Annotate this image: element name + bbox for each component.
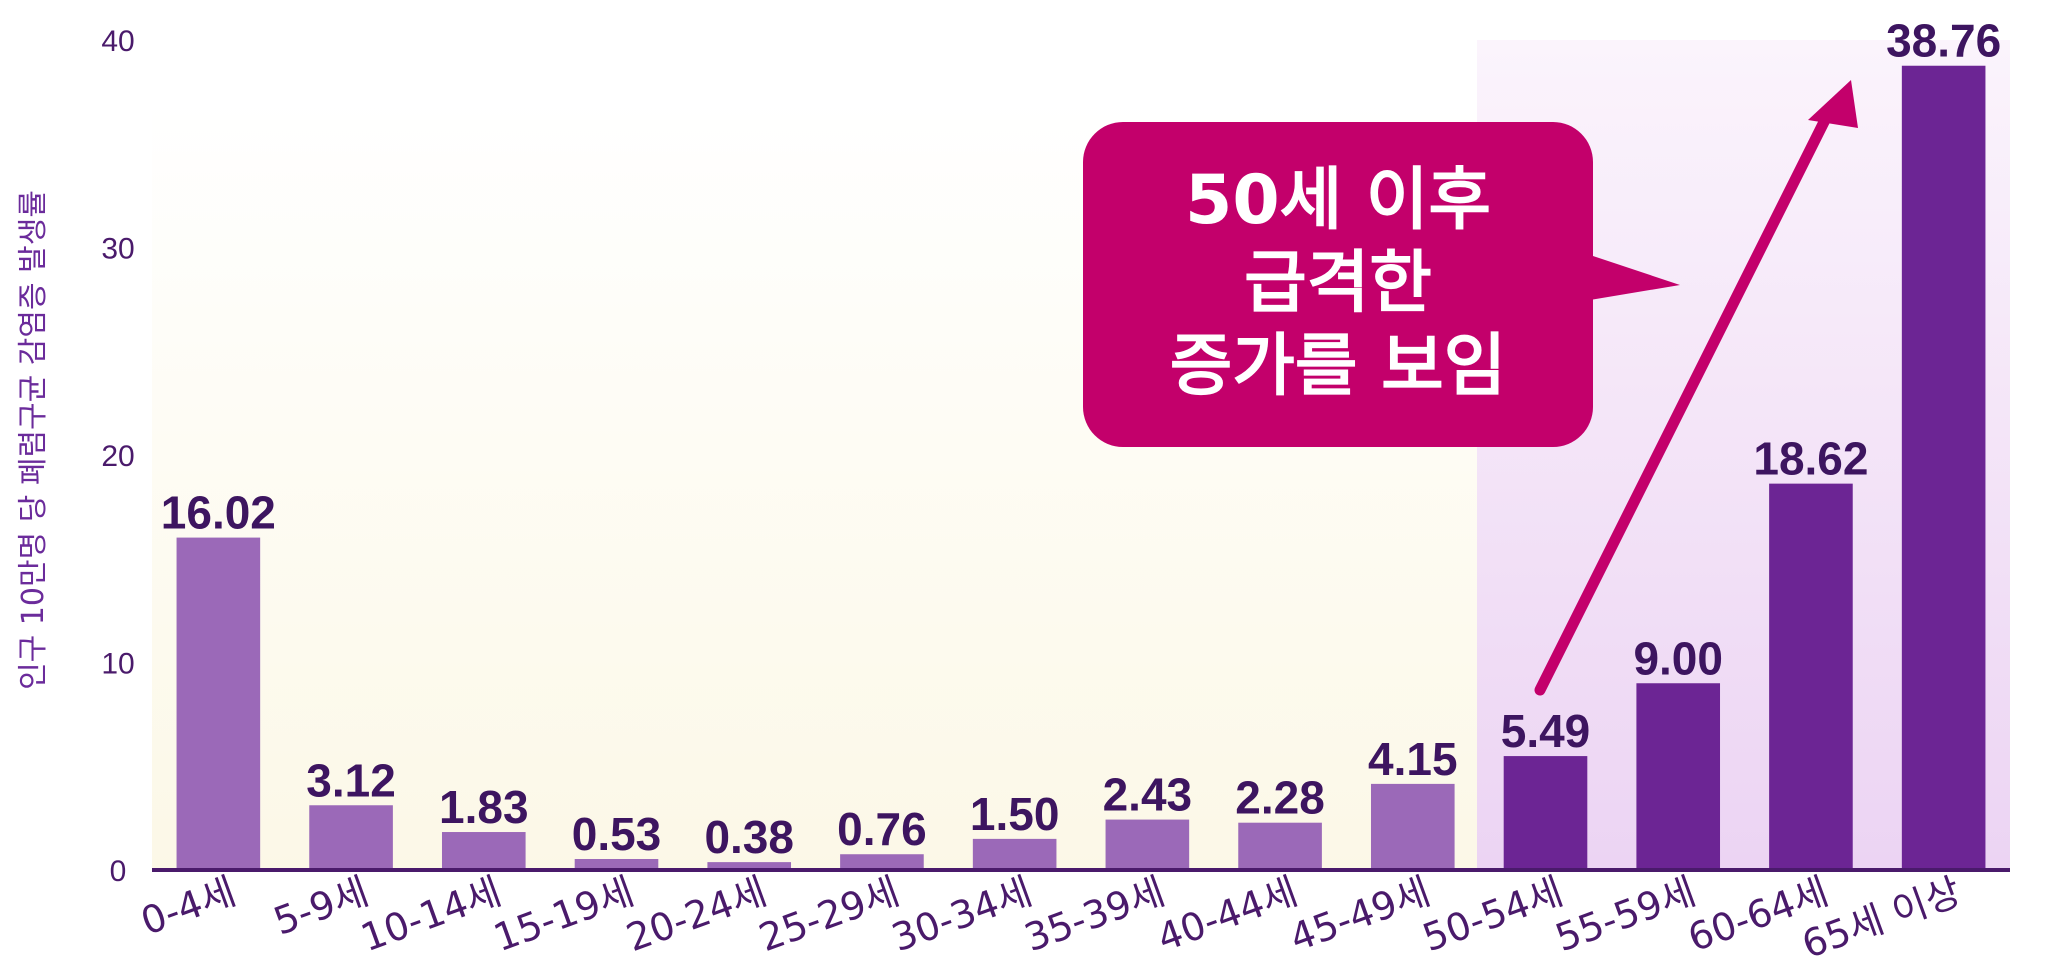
x-tick-label: 40-44세 xyxy=(1151,869,1303,960)
y-tick-label: 10 xyxy=(101,648,134,681)
x-tick-label: 15-19세 xyxy=(488,869,640,960)
bar-45-49세 xyxy=(1370,783,1455,870)
x-tick-label: 50-54세 xyxy=(1417,869,1569,960)
bar-50-54세 xyxy=(1503,756,1588,870)
value-label: 4.15 xyxy=(1368,733,1458,785)
value-label: 5.49 xyxy=(1501,705,1591,757)
x-tick-label: 55-59세 xyxy=(1550,869,1702,960)
value-label: 1.83 xyxy=(439,781,529,833)
trend-arrow-line xyxy=(1534,112,1832,696)
callout-box xyxy=(1083,122,1593,447)
trend-arrow-head xyxy=(1808,80,1858,128)
value-label: 0.76 xyxy=(837,803,927,855)
x-tick-label: 30-34세 xyxy=(886,869,1038,960)
value-label: 3.12 xyxy=(306,754,396,806)
bar-60-64세 xyxy=(1769,483,1853,870)
y-tick-label: 0 xyxy=(110,855,127,888)
x-tick-label: 0-4세 xyxy=(135,869,241,944)
bar-0-4세 xyxy=(176,537,261,870)
callout-text: 50세 이후 급격한 증가를 보임 xyxy=(1169,161,1507,406)
callout-pointer xyxy=(1590,255,1680,300)
y-tick-label: 20 xyxy=(101,440,134,473)
bar-35-39세 xyxy=(1105,819,1190,870)
x-tick-label: 35-39세 xyxy=(1019,869,1171,960)
value-label: 0.38 xyxy=(704,811,794,863)
bar-15-19세 xyxy=(574,859,659,870)
y-tick-label: 30 xyxy=(101,233,134,266)
x-tick-label: 20-24세 xyxy=(621,869,773,960)
value-label: 38.76 xyxy=(1886,15,2001,67)
bar-65세 이상 xyxy=(1901,65,1986,871)
value-label: 18.62 xyxy=(1753,433,1868,485)
value-label: 16.02 xyxy=(161,487,276,539)
x-tick-label: 5-9세 xyxy=(268,869,374,944)
value-label: 1.50 xyxy=(970,788,1060,840)
x-tick-label: 25-29세 xyxy=(753,869,905,960)
bar-55-59세 xyxy=(1636,683,1721,870)
bar-10-14세 xyxy=(441,832,526,870)
x-tick-label: 45-49세 xyxy=(1284,869,1436,960)
x-tick-label: 10-14세 xyxy=(355,869,507,960)
value-label: 2.28 xyxy=(1235,772,1325,824)
bar-30-34세 xyxy=(972,838,1057,870)
value-label: 2.43 xyxy=(1103,769,1193,821)
y-tick-label: 40 xyxy=(101,25,134,58)
value-label: 9.00 xyxy=(1633,632,1723,684)
bar-40-44세 xyxy=(1238,822,1322,870)
value-label: 0.53 xyxy=(572,808,662,860)
bar-5-9세 xyxy=(309,805,393,870)
bar-20-24세 xyxy=(707,862,792,870)
bar-25-29세 xyxy=(840,854,924,870)
